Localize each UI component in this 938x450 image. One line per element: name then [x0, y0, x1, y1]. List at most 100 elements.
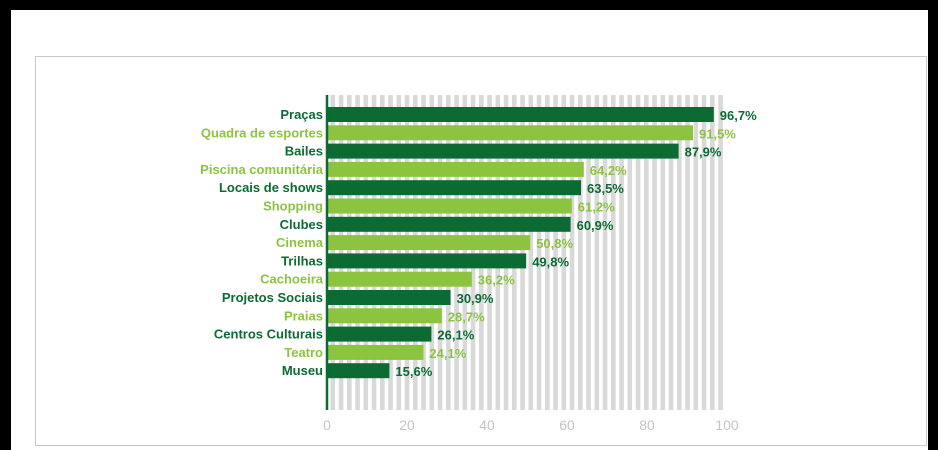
- value-label: 63,5%: [587, 181, 624, 196]
- category-label: Trilhas: [281, 253, 323, 268]
- grid-stripe: [644, 95, 649, 410]
- grid-stripe: [685, 95, 690, 410]
- chart-panel: Praças Quadra de esportes Bailes Piscina co…: [35, 56, 927, 446]
- value-label: 87,9%: [685, 145, 722, 160]
- grid-stripe: [330, 95, 336, 410]
- grid-stripe: [693, 95, 699, 410]
- grid-stripe: [446, 95, 451, 410]
- value-label: 30,9%: [457, 291, 494, 306]
- category-label: Praias: [284, 308, 323, 323]
- grid-stripe: [503, 95, 509, 410]
- grid-stripe: [718, 95, 723, 410]
- bar: [327, 253, 527, 269]
- value-label: 15,6%: [395, 364, 432, 379]
- grid-stripe: [437, 95, 443, 410]
- grid-stripe: [553, 95, 558, 410]
- category-label: Clubes: [280, 217, 323, 232]
- category-labels: Praças Quadra de esportes Bailes Piscina co…: [200, 107, 324, 378]
- category-label: Shopping: [263, 199, 323, 214]
- grid-stripe: [611, 95, 616, 410]
- gridlines: [330, 95, 723, 410]
- bar: [327, 198, 572, 214]
- category-label: Bailes: [285, 144, 323, 159]
- category-label: Quadra de esportes: [201, 125, 323, 140]
- grid-stripe: [668, 95, 674, 410]
- bar: [327, 125, 693, 141]
- grid-stripe: [677, 95, 682, 410]
- grid-stripe: [578, 95, 583, 410]
- grid-stripe: [619, 95, 624, 410]
- value-label: 61,2%: [578, 200, 615, 215]
- grid-stripe: [470, 95, 476, 410]
- bar: [327, 308, 442, 324]
- grid-stripe: [536, 95, 542, 410]
- value-labels: 96,7% 91,5% 87,9% 64,2% 63,5% 61,2% 60,9% 50,8%…: [395, 108, 757, 379]
- grid-stripe: [701, 95, 707, 410]
- grid-stripe: [380, 95, 385, 410]
- grid-stripe: [586, 95, 591, 410]
- x-tick-label: 20: [399, 417, 415, 433]
- x-tick-label: 40: [479, 417, 495, 433]
- value-label: 60,9%: [577, 218, 614, 233]
- bar: [327, 326, 432, 342]
- category-label: Centros Culturais: [214, 327, 323, 342]
- grid-stripe: [569, 95, 575, 410]
- x-tick-labels: 0 20 40 60 80 100: [323, 417, 739, 433]
- value-label: 36,2%: [478, 273, 515, 288]
- x-tick-label: 0: [323, 417, 331, 433]
- grid-stripe: [479, 95, 484, 410]
- bar: [327, 290, 451, 305]
- bar: [327, 180, 581, 196]
- grid-stripe: [454, 95, 459, 410]
- grid-stripe: [495, 95, 501, 410]
- grid-stripe: [338, 95, 344, 410]
- grid-stripe: [396, 95, 402, 410]
- category-label: Piscina comunitária: [200, 162, 324, 177]
- value-label: 91,5%: [699, 126, 736, 141]
- category-label: Cinema: [276, 235, 324, 250]
- grid-stripe: [545, 95, 550, 410]
- value-label: 24,1%: [429, 346, 466, 361]
- grid-stripe: [528, 95, 534, 410]
- grid-stripe: [347, 95, 352, 410]
- category-label: Locais de shows: [219, 180, 323, 195]
- bar-chart: Praças Quadra de esportes Bailes Piscina co…: [200, 95, 757, 433]
- bar: [327, 107, 714, 122]
- x-tick-label: 100: [715, 417, 739, 433]
- bar: [327, 143, 679, 159]
- x-tick-label: 60: [559, 417, 575, 433]
- grid-stripe: [660, 95, 666, 410]
- grid-stripe: [413, 95, 418, 410]
- bar: [327, 363, 390, 379]
- bar: [327, 216, 571, 232]
- category-label: Cachoeira: [260, 272, 324, 287]
- bar: [327, 344, 424, 360]
- bar: [327, 161, 584, 177]
- grid-stripe: [627, 95, 633, 410]
- category-label: Museu: [282, 363, 323, 378]
- grid-stripe: [520, 95, 525, 410]
- value-label: 50,8%: [536, 236, 573, 251]
- value-label: 28,7%: [448, 309, 485, 324]
- category-label: Projetos Sociais: [222, 290, 323, 305]
- grid-stripe: [462, 95, 468, 410]
- grid-stripe: [602, 95, 608, 410]
- grid-stripe: [512, 95, 517, 410]
- value-label: 26,1%: [437, 328, 474, 343]
- grid-stripe: [635, 95, 641, 410]
- bars: [327, 107, 714, 379]
- grid-stripe: [355, 95, 360, 410]
- grid-stripe: [561, 95, 567, 410]
- value-label: 96,7%: [720, 108, 757, 123]
- grid-stripe: [594, 95, 600, 410]
- x-tick-label: 80: [639, 417, 655, 433]
- bar: [327, 235, 531, 251]
- grid-stripe: [429, 95, 435, 410]
- grid-stripe: [710, 95, 715, 410]
- category-label: Teatro: [284, 345, 323, 360]
- grid-stripe: [363, 95, 369, 410]
- grid-stripe: [421, 95, 426, 410]
- category-label: Praças: [280, 107, 323, 122]
- value-label: 49,8%: [532, 254, 569, 269]
